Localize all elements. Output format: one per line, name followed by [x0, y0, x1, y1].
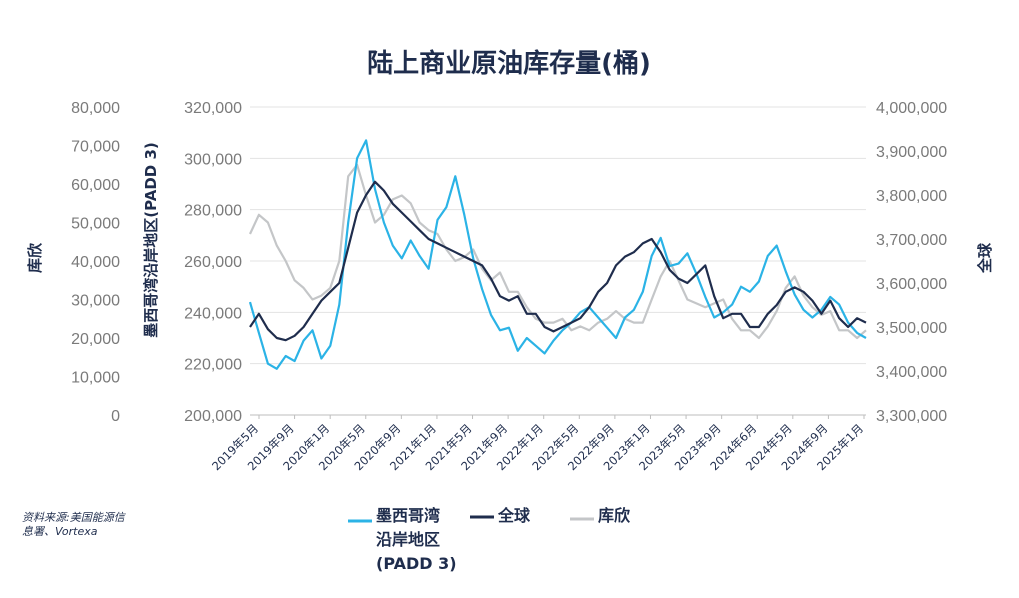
source-note-line-1: 资料来源:美国能源信 [22, 511, 127, 524]
cushing-axis-label: 库欣 [26, 242, 44, 273]
padd3-tick-label: 200,000 [184, 408, 242, 425]
global-tick-label: 4,000,000 [876, 100, 947, 117]
legend-label-padd3-3: (PADD 3) [376, 554, 457, 573]
cushing-tick-label: 20,000 [71, 331, 120, 348]
padd3-tick-label: 260,000 [184, 254, 242, 271]
cushing-tick-label: 80,000 [71, 100, 120, 117]
legend-label-padd3-1: 墨西哥湾 [376, 506, 440, 525]
cushing-tick-label: 10,000 [71, 370, 120, 387]
cushing-tick-label: 60,000 [71, 177, 120, 194]
legend-label-global: 全球 [497, 506, 531, 525]
global-tick-label: 3,500,000 [876, 320, 947, 337]
chart-title: 陆上商业原油库存量(桶) [367, 48, 651, 79]
padd3-tick-label: 220,000 [184, 357, 242, 374]
cushing-tick-label: 70,000 [71, 139, 120, 156]
y-tick-labels: 0 10,000 20,000 30,000 40,000 50,000 60,000 70,… [71, 100, 947, 425]
global-tick-label: 3,800,000 [876, 188, 947, 205]
source-note-line-2: 息署、Vortexa [22, 525, 98, 538]
cushing-tick-label: 0 [111, 408, 120, 425]
padd3-tick-label: 320,000 [184, 100, 242, 117]
series-line-outer [249, 163, 867, 340]
legend: 墨西哥湾 沿岸地区 (PADD 3) 全球 库欣 [348, 506, 630, 573]
padd3-axis-label: 墨西哥湾沿岸地区(PADD 3) [142, 142, 160, 338]
global-tick-label: 3,600,000 [876, 276, 947, 293]
legend-label-cushing: 库欣 [598, 506, 630, 525]
padd3-tick-label: 280,000 [184, 203, 242, 220]
series-lines [248, 139, 867, 370]
cushing-tick-label: 50,000 [71, 216, 120, 233]
series-line-inner [248, 139, 867, 370]
global-tick-label: 3,300,000 [876, 408, 947, 425]
global-axis-label: 全球 [976, 242, 994, 274]
gridlines [250, 106, 866, 416]
padd3-tick-label: 240,000 [184, 305, 242, 322]
global-tick-label: 3,400,000 [876, 364, 947, 381]
cushing-tick-label: 30,000 [71, 293, 120, 310]
global-tick-label: 3,900,000 [876, 144, 947, 161]
legend-label-padd3-2: 沿岸地区 [376, 530, 440, 549]
global-tick-label: 3,700,000 [876, 232, 947, 249]
series-line-right [249, 180, 867, 342]
x-tick-labels: 2019年5月2019年9月2020年1月2020年5月2020年9月2021年… [209, 415, 866, 473]
cushing-tick-label: 40,000 [71, 254, 120, 271]
padd3-tick-label: 300,000 [184, 151, 242, 168]
